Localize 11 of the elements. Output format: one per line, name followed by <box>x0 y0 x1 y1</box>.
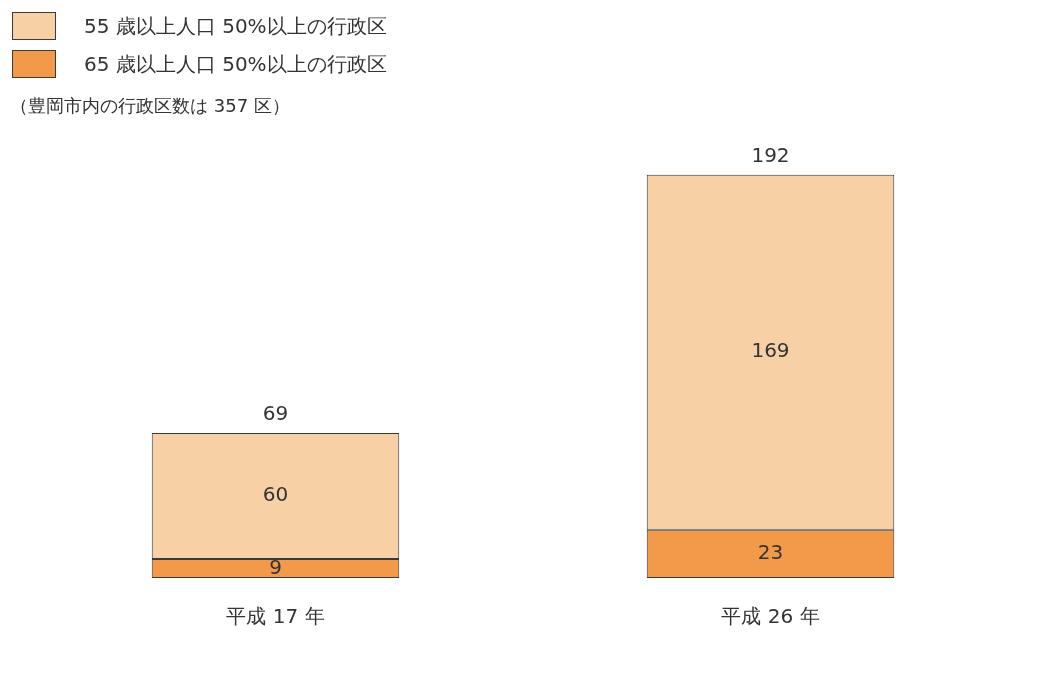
x-tick-label: 平成 17 年 <box>226 604 325 629</box>
x-tick-label: 平成 26 年 <box>721 604 820 629</box>
data-label: 9 <box>269 554 282 579</box>
data-label: 169 <box>751 338 790 363</box>
legend-label: 65 歳以上人口 50%以上の行政区 <box>84 50 387 78</box>
data-label: 60 <box>262 482 289 507</box>
legend-label: 55 歳以上人口 50%以上の行政区 <box>84 12 387 40</box>
total-label: 69 <box>262 401 289 426</box>
total-label: 192 <box>751 143 790 167</box>
text: （豊岡市内の行政区数は 357 区） <box>10 94 291 118</box>
data-label: 23 <box>757 540 784 565</box>
